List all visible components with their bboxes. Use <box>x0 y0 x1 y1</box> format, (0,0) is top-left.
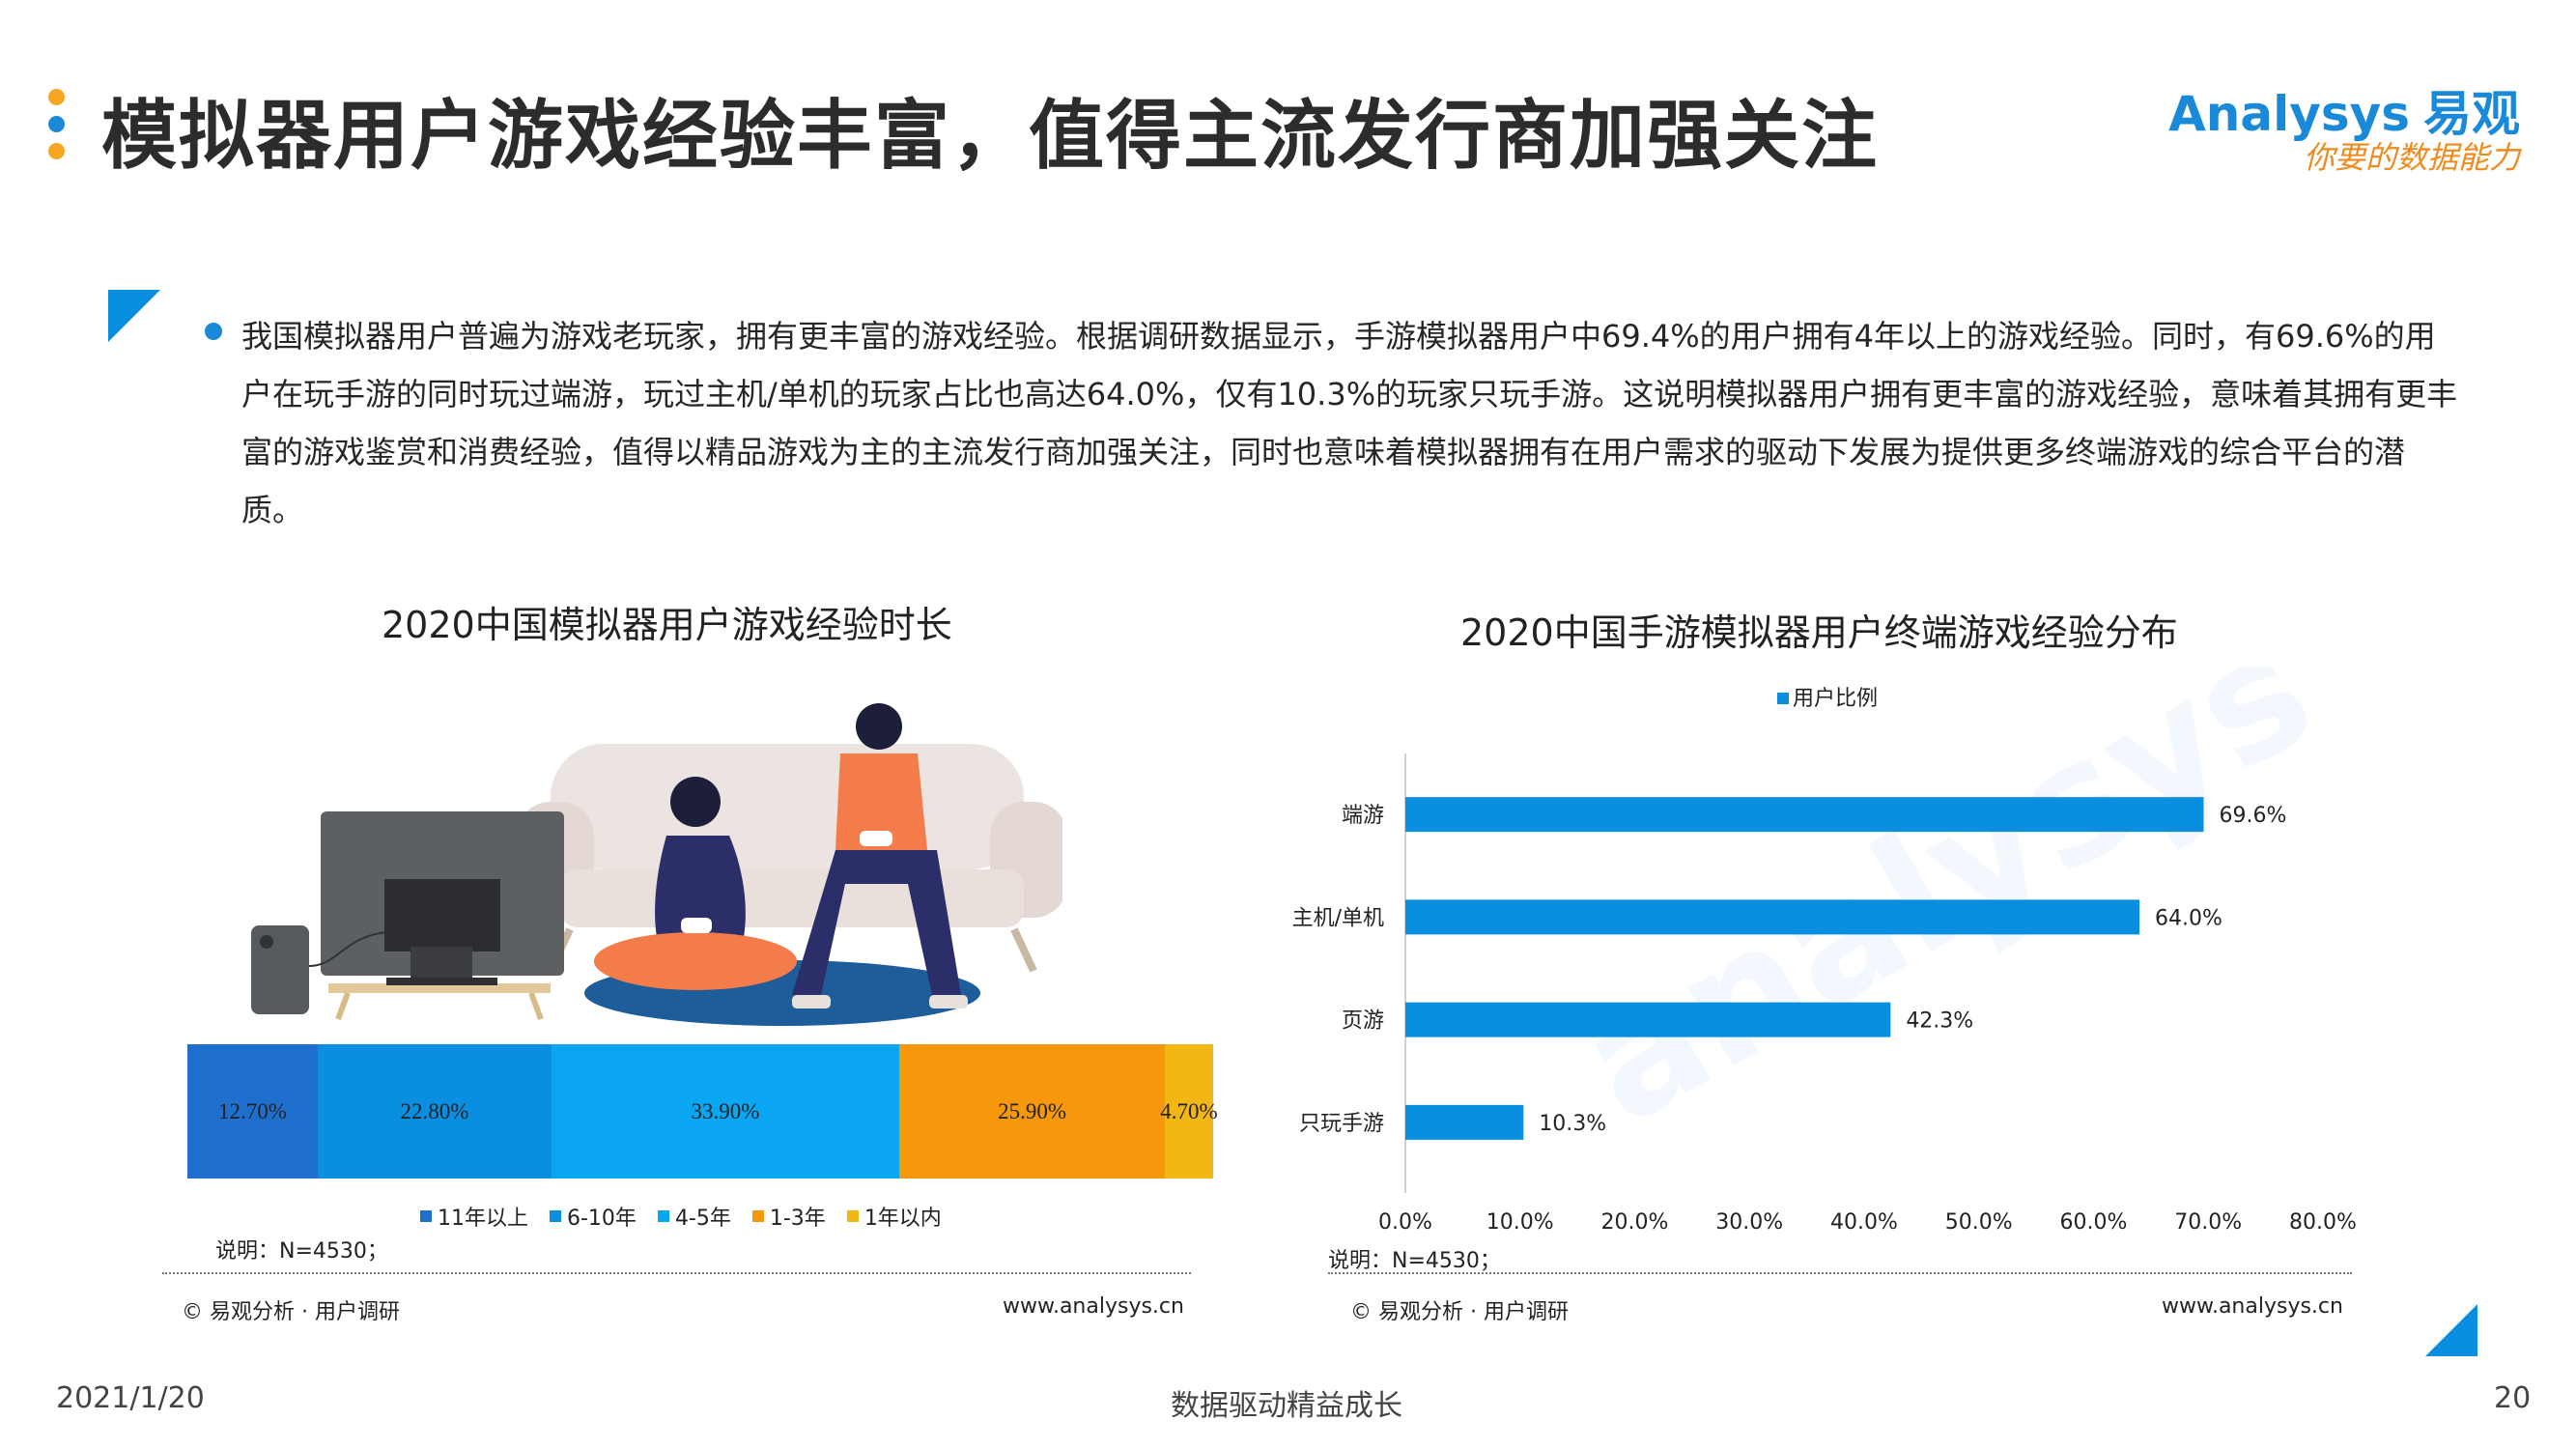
legend-swatch <box>550 1210 561 1222</box>
category-label: 主机/单机 <box>1292 906 1384 930</box>
logo-slogan: 你要的数据能力 <box>2303 139 2520 176</box>
bar <box>1405 1104 1524 1140</box>
x-tick-label: 70.0% <box>2174 1210 2242 1235</box>
x-tick-label: 30.0% <box>1715 1210 1783 1235</box>
legend-label: 11年以上 <box>438 1207 528 1231</box>
category-label: 页游 <box>1342 1009 1384 1034</box>
left-chart-legend: 11年以上 6-10年 4-5年 1-3年 1年以内 <box>420 1201 942 1232</box>
bar-value-label: 69.6% <box>2220 804 2287 828</box>
bar <box>1405 797 2204 833</box>
legend-swatch <box>420 1210 432 1222</box>
x-tick-label: 50.0% <box>1945 1210 2013 1235</box>
footer-tagline: 数据驱动精益成长 <box>1171 1389 1402 1423</box>
footer-date: 2021/1/20 <box>56 1381 205 1415</box>
left-chart-source: © 易观分析 · 用户调研 <box>182 1300 400 1324</box>
right-chart-title: 2020中国手游模拟器用户终端游戏经验分布 <box>1460 611 2178 654</box>
logo-brand: Analysys 易观 <box>2168 75 2520 145</box>
x-tick-label: 40.0% <box>1830 1210 1898 1235</box>
right-chart-source: © 易观分析 · 用户调研 <box>1350 1300 1569 1324</box>
bullet-icon <box>205 323 222 340</box>
footer-page-number: 20 <box>2494 1381 2532 1415</box>
analysys-logo: Analysys 易观 你要的数据能力 <box>2168 75 2520 176</box>
logo-brand-cn: 易观 <box>2423 86 2520 142</box>
left-chart-website: www.analysys.cn <box>1003 1294 1184 1319</box>
x-tick-label: 10.0% <box>1486 1210 1554 1235</box>
legend-label: 4-5年 <box>674 1207 731 1231</box>
stack-segment-4: 25.90% <box>899 1044 1166 1179</box>
legend-label: 6-10年 <box>567 1207 637 1231</box>
x-tick-label: 0.0% <box>1378 1210 1432 1235</box>
legend-swatch <box>751 1210 764 1222</box>
corner-triangle-icon <box>108 290 160 342</box>
bar <box>1405 1002 1891 1037</box>
legend-item: 1-3年 <box>751 1201 826 1232</box>
bar-value-label: 10.3% <box>1539 1112 1606 1136</box>
legend-item: 11年以上 <box>420 1201 528 1232</box>
legend-item: 6-10年 <box>550 1201 637 1232</box>
legend-swatch <box>846 1210 859 1222</box>
title-dot <box>48 89 65 105</box>
stack-segment-3: 33.90% <box>551 1044 899 1179</box>
stacked-bar: 12.70% 22.80% 33.90% 25.90% 4.70% <box>187 1044 1218 1179</box>
stack-segment-5: 4.70% <box>1160 1044 1218 1179</box>
right-chart-website: www.analysys.cn <box>2162 1294 2343 1319</box>
right-divider <box>1328 1272 2352 1274</box>
stack-segment-2: 22.80% <box>317 1044 552 1179</box>
right-chart-note: 说明：N=4530； <box>1328 1249 1501 1273</box>
category-label: 端游 <box>1342 804 1384 828</box>
page-title: 模拟器用户游戏经验丰富，值得主流发行商加强关注 <box>101 93 1880 180</box>
x-tick-label: 20.0% <box>1601 1210 1669 1235</box>
bar-value-label: 42.3% <box>1906 1009 1973 1034</box>
title-dot <box>48 116 65 132</box>
stack-segment-label: 22.80% <box>400 1098 469 1123</box>
bar-value-label: 64.0% <box>2155 906 2222 930</box>
x-tick-label: 80.0% <box>2289 1210 2357 1235</box>
x-tick-label: 60.0% <box>2060 1210 2128 1235</box>
legend-item: 4-5年 <box>657 1201 731 1232</box>
logo-brand-en: Analysys <box>2168 86 2410 142</box>
legend-swatch <box>1777 693 1789 704</box>
legend-item: 1年以内 <box>846 1201 942 1232</box>
legend-swatch <box>657 1210 669 1222</box>
stack-segment-label: 25.90% <box>998 1098 1066 1123</box>
stack-segment-1: 12.70% <box>187 1044 318 1179</box>
stack-segment-label: 12.70% <box>217 1098 287 1123</box>
stack-segment-label: 33.90% <box>691 1098 760 1123</box>
left-chart-note: 说明：N=4530； <box>215 1239 388 1264</box>
left-chart-title: 2020中国模拟器用户游戏经验时长 <box>382 604 952 646</box>
legend-label: 1年以内 <box>863 1207 942 1231</box>
summary-paragraph: 我国模拟器用户普遍为游戏老玩家，拥有更丰富的游戏经验。根据调研数据显示，手游模拟… <box>241 318 2458 528</box>
category-label: 只玩手游 <box>1299 1112 1384 1136</box>
legend-label: 用户比例 <box>1793 687 1878 711</box>
bar <box>1405 899 2139 935</box>
legend-label: 1-3年 <box>769 1207 826 1231</box>
title-dot <box>48 143 65 159</box>
stack-segment-label: 4.70% <box>1160 1098 1218 1123</box>
title-dots <box>48 89 66 170</box>
left-divider <box>162 1272 1191 1274</box>
corner-triangle-icon <box>2425 1304 2477 1356</box>
gaming-couple-illustration <box>251 703 1062 1026</box>
